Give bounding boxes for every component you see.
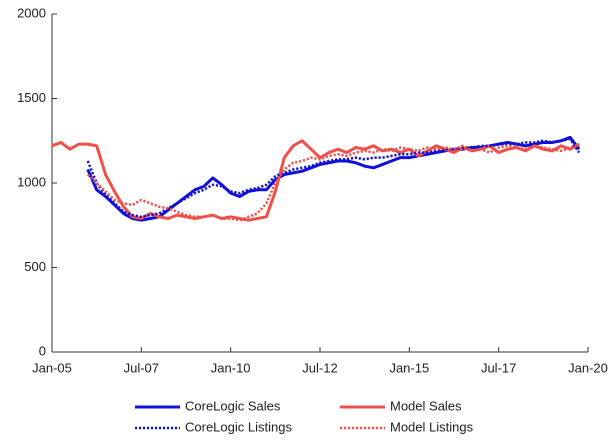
x-tick-label: Jan-20 bbox=[568, 360, 608, 375]
x-tick-label: Jul-12 bbox=[302, 360, 337, 375]
y-tick-label: 0 bbox=[39, 343, 46, 358]
legend-label: Model Listings bbox=[390, 419, 474, 434]
legend-label: CoreLogic Listings bbox=[185, 419, 292, 434]
x-tick-label: Jul-17 bbox=[481, 360, 516, 375]
series-line bbox=[51, 139, 580, 222]
x-tick-label: Jan-05 bbox=[32, 360, 72, 375]
y-tick-label: 2000 bbox=[17, 5, 46, 20]
x-tick-label: Jul-07 bbox=[124, 360, 159, 375]
x-tick-label: Jan-10 bbox=[211, 360, 251, 375]
y-tick-label: 1500 bbox=[17, 90, 46, 105]
series-line bbox=[86, 135, 581, 222]
legend-label: CoreLogic Sales bbox=[185, 398, 281, 413]
y-tick-label: 1000 bbox=[17, 174, 46, 189]
legend-label: Model Sales bbox=[390, 398, 462, 413]
y-tick-label: 500 bbox=[24, 259, 46, 274]
x-tick-label: Jan-15 bbox=[389, 360, 429, 375]
series-line bbox=[86, 142, 580, 222]
